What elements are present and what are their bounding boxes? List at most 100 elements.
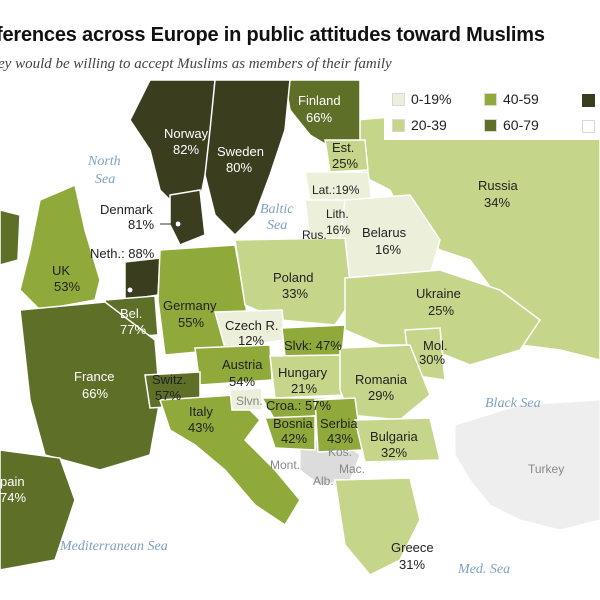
value-uk: 53% bbox=[54, 279, 80, 294]
netherlands-marker bbox=[126, 286, 134, 294]
value-belarus: 16% bbox=[375, 242, 401, 257]
label-lithuania: Lith. bbox=[326, 207, 349, 221]
sea-label-north-2: Sea bbox=[95, 172, 115, 187]
legend-swatch bbox=[484, 92, 497, 106]
sea-label-black: Black Sea bbox=[485, 396, 541, 411]
value-denmark: 81% bbox=[128, 217, 154, 232]
map-title: ferences across Europe in public attitud… bbox=[0, 24, 545, 46]
label-norway: Norway bbox=[164, 126, 209, 141]
label-montenegro: Mont. bbox=[270, 458, 300, 472]
region-slovenia bbox=[229, 387, 263, 411]
label-croatia: Croa.: 57% bbox=[266, 398, 331, 413]
label-italy: Italy bbox=[189, 404, 213, 419]
sea-label-baltic-2: Sea bbox=[267, 218, 287, 233]
value-lithuania: 16% bbox=[326, 223, 350, 237]
label-spain: pain bbox=[0, 474, 25, 489]
label-czech: Czech R. bbox=[225, 318, 278, 333]
value-sweden: 80% bbox=[226, 160, 252, 175]
label-ukraine: Ukraine bbox=[416, 286, 461, 301]
label-hungary: Hungary bbox=[278, 365, 328, 380]
value-russia: 34% bbox=[484, 195, 510, 210]
label-greece: Greece bbox=[391, 540, 434, 555]
label-finland: Finland bbox=[298, 93, 341, 108]
sea-label-med: Mediterranean Sea bbox=[59, 539, 168, 554]
label-sweden: Sweden bbox=[217, 144, 264, 159]
value-poland: 33% bbox=[282, 286, 308, 301]
region-netherlands bbox=[124, 257, 161, 301]
label-switzerland: Switz. bbox=[152, 372, 187, 387]
value-bosnia: 42% bbox=[281, 431, 307, 446]
value-greece: 31% bbox=[399, 557, 425, 572]
legend-label: 40-59 bbox=[503, 91, 539, 107]
value-bulgaria: 32% bbox=[381, 445, 407, 460]
label-netherlands: Neth.: 88% bbox=[90, 246, 155, 261]
region-turkey bbox=[454, 399, 600, 531]
region-france bbox=[19, 301, 161, 471]
legend: 0-19% 40-59 20-39 60-79 bbox=[384, 82, 600, 140]
region-russia bbox=[354, 99, 600, 361]
sea-label-baltic: Baltic bbox=[260, 202, 294, 217]
legend-item-0-19: 0-19% bbox=[392, 91, 451, 107]
sea-label-north: North bbox=[87, 154, 121, 169]
label-slovenia: Slvn. bbox=[236, 394, 263, 408]
legend-swatch bbox=[392, 92, 405, 106]
legend-item-60-79: 60-79 bbox=[484, 117, 539, 133]
sea-label-med-short: Med. Sea bbox=[457, 562, 510, 577]
value-spain: 74% bbox=[0, 490, 26, 505]
value-estonia: 25% bbox=[332, 156, 358, 171]
region-bulgaria bbox=[354, 417, 441, 463]
legend-label: 60-79 bbox=[503, 117, 539, 133]
value-serbia: 43% bbox=[327, 431, 353, 446]
value-germany: 55% bbox=[178, 315, 204, 330]
legend-swatch bbox=[484, 118, 497, 132]
value-italy: 43% bbox=[188, 420, 214, 435]
label-russia: Russia bbox=[478, 178, 519, 193]
label-macedonia: Mac. bbox=[339, 462, 365, 476]
legend-label: 20-39 bbox=[411, 117, 447, 133]
region-spain bbox=[0, 449, 76, 571]
map-subtitle: ey would be willing to accept Muslims as… bbox=[0, 56, 392, 72]
value-belgium: 77% bbox=[120, 322, 146, 337]
label-denmark: Denmark bbox=[100, 202, 153, 217]
value-hungary: 21% bbox=[291, 381, 317, 396]
label-estonia: Est. bbox=[332, 140, 354, 155]
label-bulgaria: Bulgaria bbox=[370, 429, 418, 444]
value-czech: 12% bbox=[238, 333, 264, 348]
value-ukraine: 25% bbox=[428, 303, 454, 318]
europe-map: North Sea Baltic Sea Black Sea Mediterra… bbox=[0, 78, 600, 600]
legend-swatch bbox=[392, 118, 405, 132]
region-sweden bbox=[204, 79, 291, 237]
legend-item-20-39: 20-39 bbox=[392, 117, 447, 133]
region-denmark bbox=[169, 189, 206, 246]
value-france: 66% bbox=[82, 386, 108, 401]
label-latvia: Lat.:19% bbox=[312, 183, 360, 197]
value-switzerland: 57% bbox=[155, 388, 181, 403]
value-romania: 29% bbox=[368, 388, 394, 403]
label-france: France bbox=[74, 369, 114, 384]
label-austria: Austria bbox=[222, 357, 263, 372]
value-norway: 82% bbox=[173, 142, 199, 157]
label-turkey: Turkey bbox=[528, 462, 564, 476]
label-slovakia: Slvk: 47% bbox=[284, 338, 342, 353]
region-ireland bbox=[0, 209, 21, 266]
label-kosovo: Kos. bbox=[328, 445, 352, 459]
label-uk: UK bbox=[52, 263, 70, 278]
label-romania: Romania bbox=[355, 372, 408, 387]
legend-label: 0-19% bbox=[411, 91, 452, 107]
label-serbia: Serbia bbox=[320, 416, 358, 431]
value-moldova: 30% bbox=[419, 352, 445, 367]
label-belarus: Belarus bbox=[362, 225, 407, 240]
legend-swatch-no-data bbox=[582, 120, 595, 133]
region-ukraine bbox=[344, 269, 542, 366]
legend-swatch-80-plus bbox=[582, 94, 595, 107]
value-austria: 54% bbox=[229, 374, 255, 389]
label-russia-kaliningrad: Rus. bbox=[302, 228, 327, 242]
label-moldova: Mol. bbox=[423, 338, 448, 353]
label-germany: Germany bbox=[163, 298, 217, 313]
value-finland: 66% bbox=[306, 110, 332, 125]
legend-item-40-59: 40-59 bbox=[484, 91, 539, 107]
label-belgium: Bel. bbox=[120, 306, 142, 321]
region-italy bbox=[158, 394, 301, 527]
region-estonia bbox=[324, 139, 369, 173]
region-uk bbox=[19, 183, 101, 311]
